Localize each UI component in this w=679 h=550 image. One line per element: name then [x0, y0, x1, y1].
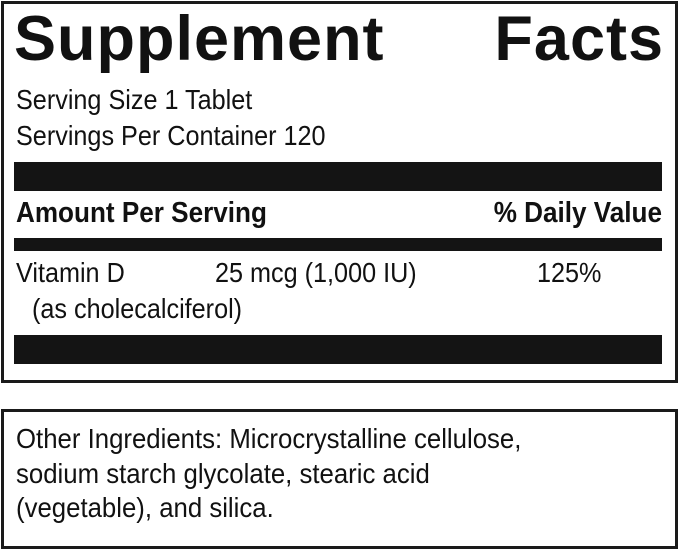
other-ingredients-line: (vegetable), and silica.	[16, 492, 274, 523]
serving-size: Serving Size 1 Tablet	[16, 84, 253, 115]
nutrient-daily-value: 125%	[537, 257, 602, 288]
other-ingredients-line: sodium starch glycolate, stearic acid	[16, 457, 430, 489]
other-ingredients-line: Other Ingredients: Microcrystalline cell…	[16, 423, 522, 454]
bottom-thick-divider	[14, 335, 662, 364]
other-ingredients-text: Other Ingredients: Microcrystalline cell…	[16, 422, 521, 526]
title-word-supplement: Supplement	[14, 4, 385, 74]
daily-value-header: % Daily Value	[493, 197, 662, 229]
nutrient-name: Vitamin D	[16, 257, 125, 288]
panel-title: Supplement Facts	[14, 4, 664, 74]
nutrient-amount: 25 mcg (1,000 IU)	[215, 257, 417, 288]
nutrient-form: (as cholecalciferol)	[32, 293, 243, 324]
other-ingredients-panel	[1, 409, 678, 549]
supplement-facts-panel	[1, 1, 678, 383]
medium-divider	[14, 238, 662, 251]
thick-divider	[14, 162, 662, 191]
amount-per-serving-header: Amount Per Serving	[16, 197, 267, 229]
servings-per-container: Servings Per Container 120	[16, 120, 326, 151]
title-word-facts: Facts	[494, 4, 664, 74]
